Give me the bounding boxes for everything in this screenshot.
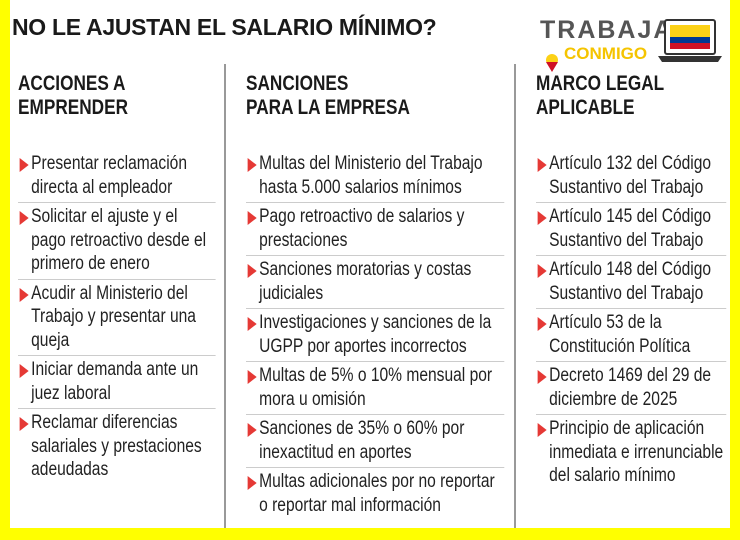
- column-heading: MARCO LEGAL APLICABLE: [536, 72, 726, 150]
- list-item: Iniciar demanda ante un juez laboral: [18, 356, 216, 409]
- list-item: Artículo 53 de la Constitución Política: [536, 309, 726, 362]
- column: SANCIONES PARA LA EMPRESA Multas del Minis…: [246, 72, 504, 520]
- list-item: Artículo 145 del Código Sustantivo del T…: [536, 203, 726, 256]
- column-content: ACCIONES A EMPRENDER Presentar reclamación…: [18, 72, 216, 485]
- laptop-icon: [658, 19, 722, 62]
- list-item: Pago retroactivo de salarios y prestacio…: [246, 203, 504, 256]
- list-item: Decreto 1469 del 29 de diciembre de 2025: [536, 362, 726, 415]
- list-item: Reclamar diferencias salariales y presta…: [18, 409, 216, 485]
- column-heading: SANCIONES PARA LA EMPRESA: [246, 72, 504, 150]
- list-item: Acudir al Ministerio del Trabajo y prese…: [18, 280, 216, 356]
- list-item: Artículo 132 del Código Sustantivo del T…: [536, 150, 726, 203]
- column-content: MARCO LEGAL APLICABLE Artículo 132 del Cód…: [536, 72, 726, 491]
- heading-line: EMPRENDER: [18, 96, 129, 119]
- column-content: SANCIONES PARA LA EMPRESA Multas del Minis…: [246, 72, 504, 520]
- heading-line: SANCIONES: [246, 72, 349, 95]
- list-item: Presentar reclamación directa al emplead…: [18, 150, 216, 203]
- infographic: NO LE AJUSTAN EL SALARIO MÍNIMO? TRABAJA…: [10, 0, 730, 528]
- column-divider: [224, 64, 226, 528]
- logo: TRABAJA CONMIGO: [540, 16, 722, 72]
- heading-line: PARA LA EMPRESA: [246, 96, 410, 119]
- list-item: Investigaciones y sanciones de la UGPP p…: [246, 309, 504, 362]
- heading-line: ACCIONES A: [18, 72, 126, 95]
- list-item: Multas del Ministerio del Trabajo hasta …: [246, 150, 504, 203]
- list-item: Multas de 5% o 10% mensual por mora u om…: [246, 362, 504, 415]
- list-item: Multas adicionales por no reportar o rep…: [246, 468, 504, 520]
- list-item: Principio de aplicación inmediata e irre…: [536, 415, 726, 491]
- logo-line1: TRABAJA: [540, 16, 673, 44]
- logo-line2: CONMIGO: [564, 44, 647, 63]
- heading-line: MARCO LEGAL: [536, 72, 665, 95]
- list-item: Artículo 148 del Código Sustantivo del T…: [536, 256, 726, 309]
- column-divider: [514, 64, 516, 528]
- pin-icon: [546, 54, 558, 72]
- column-heading: ACCIONES A EMPRENDER: [18, 72, 216, 150]
- list-item: Sanciones moratorias y costas judiciales: [246, 256, 504, 309]
- column: ACCIONES A EMPRENDER Presentar reclamación…: [18, 72, 216, 485]
- column: MARCO LEGAL APLICABLE Artículo 132 del Cód…: [536, 72, 726, 491]
- title: NO LE AJUSTAN EL SALARIO MÍNIMO?: [12, 14, 437, 40]
- list-item: Solicitar el ajuste y el pago retroactiv…: [18, 203, 216, 280]
- list-item: Sanciones de 35% o 60% por inexactitud e…: [246, 415, 504, 468]
- heading-line: APLICABLE: [536, 96, 635, 119]
